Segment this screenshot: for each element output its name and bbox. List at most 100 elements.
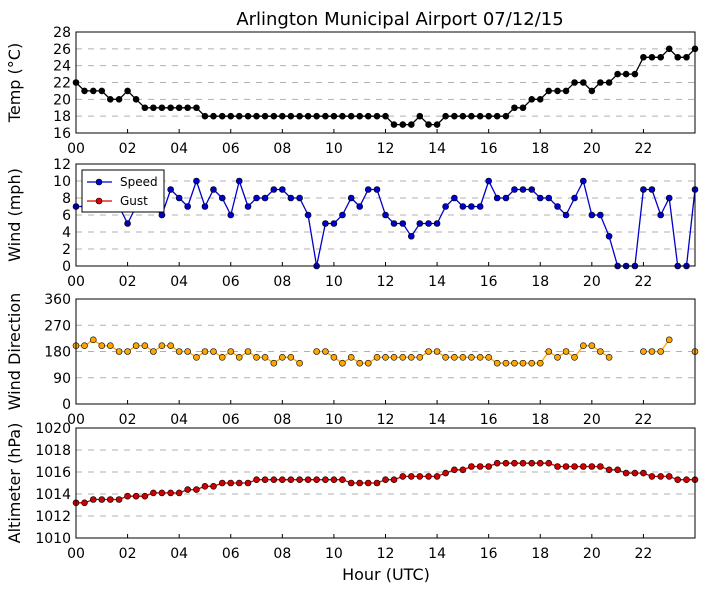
data-point (536, 459, 544, 467)
data-point (244, 479, 252, 487)
data-point (442, 203, 449, 210)
data-point (588, 342, 596, 349)
data-point (399, 473, 407, 480)
data-point (150, 104, 157, 112)
data-point (270, 186, 278, 193)
data-point (485, 463, 492, 470)
data-point (287, 112, 295, 120)
data-point (132, 342, 140, 349)
data-point (665, 336, 673, 344)
data-point (330, 354, 338, 361)
data-point (339, 359, 346, 367)
data-point (416, 220, 424, 227)
data-point (562, 348, 570, 355)
x-tick-label: 04 (170, 141, 188, 157)
data-point (451, 112, 458, 120)
data-point (89, 87, 97, 95)
data-point (201, 112, 209, 120)
data-point (81, 87, 88, 95)
data-point (210, 348, 217, 355)
data-point (665, 194, 673, 202)
data-point (175, 489, 183, 497)
data-point (218, 112, 226, 120)
data-point (459, 466, 467, 474)
y-tick-label: 1018 (35, 443, 71, 459)
legend: Speed Gust (81, 169, 165, 213)
data-point (554, 463, 561, 470)
data-point (407, 121, 415, 128)
data-point (399, 354, 407, 361)
data-point (528, 186, 536, 193)
x-tick-label: 00 (67, 141, 85, 157)
data-point (175, 194, 183, 202)
data-point (451, 466, 458, 474)
legend-marker (95, 178, 103, 186)
data-point (683, 53, 690, 61)
data-point (132, 492, 140, 500)
data-point (588, 87, 596, 95)
data-point (339, 476, 346, 484)
data-point (502, 459, 510, 467)
data-point (235, 177, 243, 185)
data-point (545, 87, 553, 95)
data-point (571, 194, 578, 202)
data-point (390, 121, 398, 128)
data-point (296, 112, 303, 120)
y-axis-label: Altimeter (hPa) (5, 423, 24, 544)
y-tick-label: 1016 (35, 465, 71, 481)
data-point (382, 476, 389, 484)
data-point (631, 469, 639, 477)
data-point (502, 112, 510, 120)
data-point (451, 194, 458, 202)
x-tick-label: 18 (531, 412, 549, 428)
data-point (545, 194, 553, 202)
data-point (648, 53, 656, 61)
y-tick-label: 12 (53, 157, 71, 173)
data-point (124, 348, 131, 355)
y-tick-label: 90 (53, 371, 71, 387)
data-point (158, 104, 166, 112)
data-point (536, 96, 544, 103)
data-point (167, 104, 174, 112)
y-tick-label: 6 (62, 208, 71, 224)
x-tick-label: 20 (583, 412, 601, 428)
data-point (253, 354, 260, 361)
data-point (433, 220, 441, 227)
data-point (451, 354, 458, 361)
data-point (622, 469, 630, 477)
data-point (261, 112, 269, 120)
data-point (279, 186, 286, 193)
data-point (674, 476, 682, 484)
x-tick-label: 06 (222, 274, 240, 290)
x-tick-label: 14 (428, 412, 446, 428)
y-tick-label: 360 (44, 292, 71, 308)
data-point (493, 194, 501, 202)
data-point (287, 354, 295, 361)
data-point (493, 359, 501, 367)
y-tick-label: 1014 (35, 487, 71, 503)
data-point (459, 354, 467, 361)
data-point (657, 211, 664, 219)
data-point (89, 336, 97, 344)
y-tick-label: 10 (53, 174, 71, 190)
data-point (493, 112, 501, 120)
y-tick-label: 28 (53, 25, 71, 41)
data-point (124, 220, 131, 227)
data-point (511, 359, 518, 367)
data-point (184, 203, 191, 210)
data-point (347, 112, 355, 120)
y-tick-label: 22 (53, 76, 71, 92)
data-point (519, 186, 527, 193)
data-point (407, 473, 415, 480)
data-point (313, 112, 320, 120)
data-point (605, 466, 613, 474)
data-point (279, 476, 286, 484)
data-point (364, 112, 372, 120)
data-point (562, 211, 570, 219)
data-point (218, 354, 226, 361)
data-point (631, 70, 639, 78)
data-point (511, 459, 518, 467)
data-point (304, 112, 312, 120)
x-tick-label: 14 (428, 546, 446, 562)
